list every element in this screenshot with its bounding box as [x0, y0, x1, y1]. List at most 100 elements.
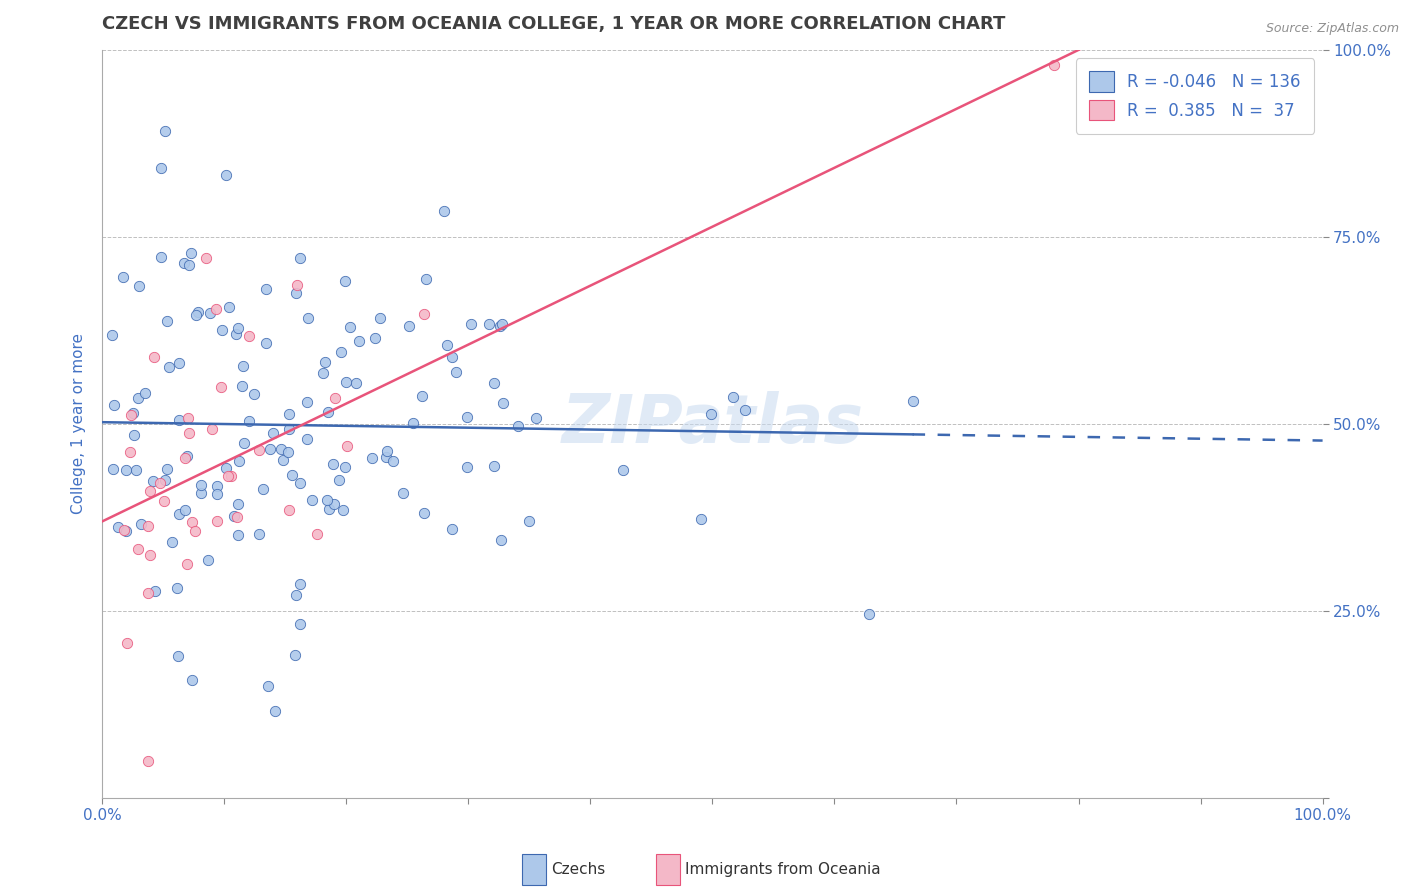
Point — [290, 617, 312, 632]
Point — [136, 585, 159, 599]
Point — [323, 391, 346, 405]
Point — [222, 508, 245, 523]
Point — [122, 428, 145, 442]
Point — [723, 391, 745, 405]
Point — [209, 380, 232, 394]
Point — [433, 204, 456, 219]
Point — [488, 319, 510, 334]
Point — [149, 161, 172, 175]
Point — [436, 338, 458, 352]
Point — [368, 311, 391, 326]
Point — [517, 514, 540, 528]
Point — [127, 391, 149, 405]
Point — [167, 413, 190, 427]
Point — [444, 365, 467, 379]
Point — [218, 301, 240, 315]
Point — [332, 503, 354, 517]
Point — [460, 318, 482, 332]
Point — [219, 469, 242, 483]
Point — [238, 329, 260, 343]
Point — [114, 463, 136, 477]
Point — [112, 270, 135, 285]
Point — [112, 523, 135, 537]
Point — [155, 462, 177, 476]
Point — [150, 250, 173, 264]
Point — [200, 306, 222, 320]
Point — [155, 473, 177, 487]
Point — [107, 520, 129, 534]
Point — [247, 443, 270, 458]
Point — [347, 334, 370, 348]
Point — [167, 649, 190, 664]
Point — [173, 256, 195, 270]
Point — [344, 376, 367, 391]
Point — [508, 419, 530, 434]
Point — [153, 124, 176, 138]
Point — [184, 308, 207, 322]
Point — [118, 445, 141, 459]
Point — [176, 450, 198, 464]
Point — [174, 451, 197, 466]
Point — [205, 487, 228, 501]
Point — [177, 258, 200, 272]
Point — [333, 274, 356, 288]
Point — [1091, 58, 1114, 72]
Point — [297, 395, 319, 409]
Point — [301, 492, 323, 507]
Point — [440, 522, 463, 536]
Point — [363, 331, 385, 345]
Point — [312, 366, 335, 380]
Point — [256, 679, 278, 693]
Point — [160, 535, 183, 549]
Point — [322, 497, 344, 511]
Point — [456, 409, 478, 424]
Point — [295, 433, 318, 447]
Point — [120, 408, 142, 422]
Point — [103, 397, 125, 411]
Point — [128, 279, 150, 293]
Point — [167, 356, 190, 370]
Point — [142, 474, 165, 488]
Point — [205, 514, 228, 528]
Point — [211, 323, 233, 337]
Point — [226, 321, 249, 335]
Point — [157, 360, 180, 375]
Text: Source: ZipAtlas.com: Source: ZipAtlas.com — [1265, 22, 1399, 36]
Text: Czechs: Czechs — [551, 863, 606, 877]
Point — [180, 246, 202, 260]
Point — [690, 512, 713, 526]
Point — [232, 359, 254, 374]
Point — [134, 386, 156, 401]
Point — [612, 463, 634, 477]
Point — [328, 473, 350, 487]
Point — [336, 439, 359, 453]
Point — [478, 317, 501, 331]
Point — [491, 395, 513, 409]
Point — [412, 506, 434, 520]
Point — [205, 479, 228, 493]
Point — [415, 271, 437, 285]
Point — [277, 445, 299, 459]
Text: CZECH VS IMMIGRANTS FROM OCEANIA COLLEGE, 1 YEAR OR MORE CORRELATION CHART: CZECH VS IMMIGRANTS FROM OCEANIA COLLEGE… — [103, 15, 1005, 33]
Point — [858, 607, 880, 621]
Point — [101, 462, 124, 476]
Point — [318, 502, 340, 516]
Point — [138, 483, 160, 498]
Point — [231, 378, 253, 392]
Point — [254, 282, 277, 296]
Point — [413, 307, 436, 321]
Point — [195, 251, 218, 265]
Point — [124, 463, 146, 477]
Point — [734, 403, 756, 417]
Point — [115, 524, 138, 538]
Point — [270, 442, 292, 456]
Point — [149, 476, 172, 491]
Point — [226, 527, 249, 541]
Point — [339, 319, 361, 334]
Point — [176, 558, 198, 572]
Point — [262, 425, 284, 440]
Point — [143, 584, 166, 599]
Point — [482, 376, 505, 391]
Point — [381, 454, 404, 468]
Point — [136, 754, 159, 768]
